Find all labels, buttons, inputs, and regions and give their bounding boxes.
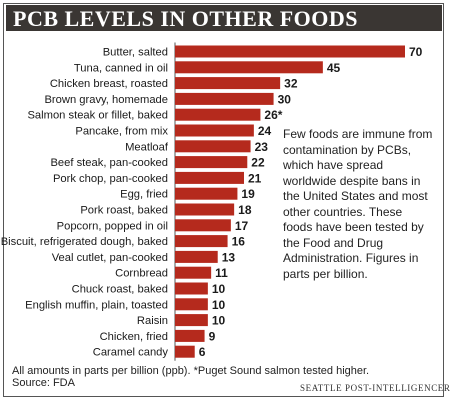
- category-label: Meatloaf: [125, 141, 169, 153]
- category-label: Chuck roast, baked: [72, 284, 168, 296]
- category-label: Pork chop, pan-cooked: [53, 173, 168, 185]
- category-label: Caramel candy: [93, 347, 169, 359]
- value-label: 6: [199, 345, 206, 359]
- value-label: 22: [251, 156, 265, 170]
- bar: [175, 61, 323, 74]
- value-label: 10: [212, 282, 226, 296]
- category-label: Brown gravy, homemade: [44, 94, 168, 106]
- bar: [175, 219, 231, 232]
- bar: [175, 329, 205, 342]
- category-label: Beef steak, pan-cooked: [50, 157, 168, 169]
- footnote: All amounts in parts per billion (ppb). …: [12, 365, 369, 389]
- value-label: 30: [278, 92, 292, 106]
- category-label: English muffin, plain, toasted: [25, 299, 168, 311]
- value-label: 32: [284, 77, 298, 91]
- bar: [175, 203, 235, 216]
- value-label: 16: [232, 235, 246, 249]
- value-label: 18: [238, 203, 252, 217]
- value-label: 24: [258, 124, 272, 138]
- value-label: 13: [222, 250, 236, 264]
- value-label: 9: [209, 329, 216, 343]
- category-label: Raisin: [137, 315, 168, 327]
- category-label: Chicken breast, roasted: [50, 78, 168, 90]
- value-label: 17: [235, 219, 249, 233]
- bar: [175, 187, 238, 200]
- bar: [175, 266, 212, 279]
- bar: [175, 235, 228, 248]
- footnote-units: All amounts in parts per billion (ppb). …: [12, 365, 370, 377]
- bar: [175, 314, 208, 327]
- category-label: Pork roast, baked: [80, 205, 168, 217]
- value-label: 26*: [264, 108, 282, 122]
- bar: [175, 92, 274, 105]
- bar: [175, 124, 254, 137]
- bar: [175, 171, 244, 184]
- bar: [175, 140, 251, 153]
- value-label: 70: [409, 45, 423, 59]
- explanatory-note: Few foods are immune from contamination …: [283, 127, 433, 281]
- value-label: 10: [212, 298, 226, 312]
- bar: [175, 282, 208, 295]
- footnote-source: Source: FDA: [12, 377, 75, 389]
- value-label: 19: [241, 187, 255, 201]
- bar: [175, 345, 195, 358]
- category-label: Biscuit, refrigerated dough, baked: [1, 236, 168, 248]
- category-label: Salmon steak or fillet, baked: [27, 110, 168, 122]
- bar: [175, 77, 281, 90]
- title-bar: PCB LEVELS IN OTHER FOODS: [6, 5, 442, 31]
- category-label: Veal cutlet, pan-cooked: [52, 252, 168, 264]
- bar: [175, 45, 405, 58]
- chart-title: PCB LEVELS IN OTHER FOODS: [13, 6, 359, 31]
- value-label: 11: [215, 266, 228, 280]
- category-label: Popcorn, popped in oil: [57, 220, 168, 232]
- category-label: Pancake, from mix: [75, 126, 168, 138]
- category-label: Butter, salted: [103, 47, 168, 59]
- category-label: Egg, fried: [120, 189, 168, 201]
- category-label: Cornbread: [115, 268, 168, 280]
- bar: [175, 250, 218, 263]
- publication-credit: SEATTLE POST-INTELLIGENCER: [300, 383, 450, 393]
- value-label: 21: [248, 171, 262, 185]
- bar: [175, 156, 248, 169]
- value-label: 23: [255, 140, 269, 154]
- category-label: Tuna, canned in oil: [74, 62, 168, 74]
- bar: [175, 298, 208, 311]
- value-label: 45: [327, 61, 341, 75]
- bar: [175, 108, 261, 121]
- value-label: 10: [212, 314, 226, 328]
- category-label: Chicken, fried: [100, 331, 168, 343]
